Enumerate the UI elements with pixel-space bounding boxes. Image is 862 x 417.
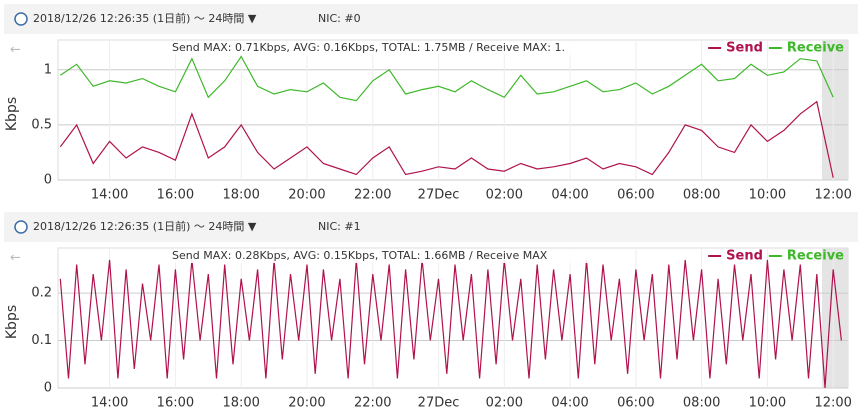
x-tick-label: 16:00 bbox=[157, 396, 194, 411]
x-tick-label: 27Dec bbox=[418, 188, 460, 203]
clock-icon[interactable] bbox=[14, 220, 28, 234]
summary-box bbox=[165, 41, 615, 55]
x-tick-label: 16:00 bbox=[157, 188, 194, 203]
plot-area bbox=[57, 39, 849, 181]
shaded-region bbox=[822, 40, 848, 180]
legend-label[interactable]: Send bbox=[726, 249, 763, 264]
x-tick-label: 06:00 bbox=[617, 188, 654, 203]
x-tick-label: 22:00 bbox=[354, 396, 391, 411]
chart-panel: 2018/12/26 12:26:35 (1日前) 〜 24時間 ▼ NIC: #… bbox=[4, 4, 858, 203]
x-tick-label: 04:00 bbox=[551, 396, 588, 411]
nic-label: NIC: #0 bbox=[318, 12, 361, 25]
data-line bbox=[59, 55, 834, 102]
x-tick-label: 20:00 bbox=[288, 188, 325, 203]
back-arrow[interactable]: ← bbox=[10, 43, 21, 58]
x-tick-label: 08:00 bbox=[683, 188, 720, 203]
y-tick-label: 0.5 bbox=[31, 117, 52, 132]
x-tick-label: 12:00 bbox=[814, 396, 851, 411]
plot-area bbox=[57, 247, 849, 389]
clock-icon[interactable] bbox=[14, 12, 28, 26]
y-tick-label: 1 bbox=[44, 62, 52, 77]
x-tick-label: 06:00 bbox=[617, 396, 654, 411]
x-tick-label: 02:00 bbox=[486, 396, 523, 411]
legend-label[interactable]: Receive bbox=[787, 41, 844, 56]
x-tick-label: 22:00 bbox=[354, 188, 391, 203]
x-tick-label: 20:00 bbox=[288, 396, 325, 411]
y-tick-label: 0.2 bbox=[31, 286, 52, 301]
data-line bbox=[59, 259, 842, 389]
legend-label[interactable]: Receive bbox=[787, 249, 844, 264]
summary-text: Send MAX: 0.28Kbps, AVG: 0.15Kbps, TOTAL… bbox=[172, 249, 548, 262]
range-selector[interactable]: 2018/12/26 12:26:35 (1日前) 〜 24時間 ▼ bbox=[33, 11, 257, 25]
y-axis-label: Kbps bbox=[4, 97, 20, 131]
x-tick-label: 18:00 bbox=[222, 188, 259, 203]
y-tick-label: 0.1 bbox=[31, 333, 52, 348]
x-tick-label: 12:00 bbox=[814, 188, 851, 203]
y-tick-label: 0 bbox=[44, 173, 52, 188]
chart-panel: 2018/12/26 12:26:35 (1日前) 〜 24時間 ▼ NIC: #… bbox=[4, 212, 858, 411]
x-tick-label: 08:00 bbox=[683, 396, 720, 411]
y-tick-label: 0 bbox=[44, 381, 52, 396]
summary-box bbox=[165, 249, 615, 263]
range-selector[interactable]: 2018/12/26 12:26:35 (1日前) 〜 24時間 ▼ bbox=[33, 219, 257, 233]
back-arrow[interactable]: ← bbox=[10, 251, 21, 266]
x-tick-label: 02:00 bbox=[486, 188, 523, 203]
x-tick-label: 14:00 bbox=[91, 396, 128, 411]
nic-label: NIC: #1 bbox=[318, 220, 361, 233]
x-tick-label: 10:00 bbox=[749, 188, 786, 203]
y-axis-label: Kbps bbox=[4, 305, 20, 339]
header-bar bbox=[4, 4, 858, 34]
x-tick-label: 04:00 bbox=[551, 188, 588, 203]
x-tick-label: 10:00 bbox=[749, 396, 786, 411]
legend-label[interactable]: Send bbox=[726, 41, 763, 56]
summary-text: Send MAX: 0.71Kbps, AVG: 0.16Kbps, TOTAL… bbox=[172, 41, 565, 54]
x-tick-label: 14:00 bbox=[91, 188, 128, 203]
data-line bbox=[59, 100, 834, 178]
header-bar bbox=[4, 212, 858, 242]
x-tick-label: 18:00 bbox=[222, 396, 259, 411]
x-tick-label: 27Dec bbox=[418, 396, 460, 411]
